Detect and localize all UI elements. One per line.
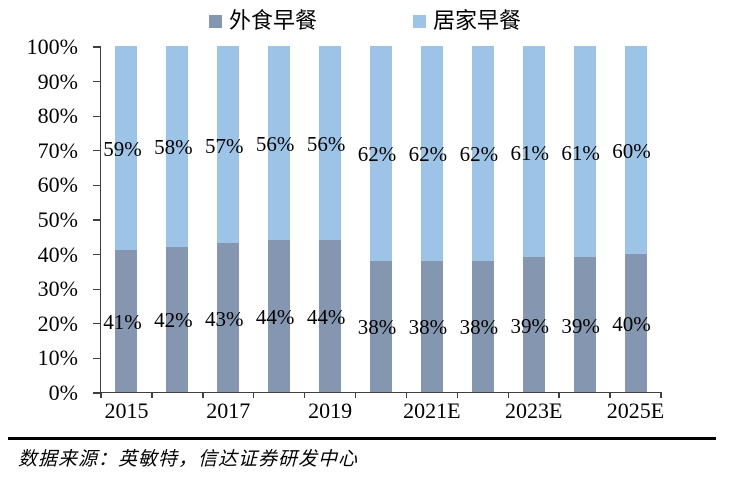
bar-data-label: 40% (612, 311, 651, 336)
bar-segment-out-of-home (115, 250, 138, 392)
bar-segment-at-home (471, 46, 494, 261)
y-axis-tick (93, 46, 101, 48)
y-axis-tick-label: 10% (37, 345, 78, 371)
x-axis-tick (354, 392, 357, 398)
y-axis-tick (93, 323, 101, 325)
bar-data-label: 62% (357, 142, 397, 167)
x-axis-tick-label: 2025E (606, 398, 665, 423)
data-source-note: 数据来源：英敏特，信达证券研发中心 (18, 449, 359, 470)
x-axis-tick (456, 392, 459, 398)
y-axis-tick-label: 100% (26, 34, 78, 59)
bar-segment-at-home (370, 46, 392, 261)
x-axis-tick (100, 392, 102, 398)
bar-data-label: 38% (408, 315, 448, 340)
y-axis-tick-label: 30% (37, 276, 78, 302)
y-axis-tick (93, 80, 101, 83)
legend: 外食早餐 居家早餐 (0, 8, 730, 34)
x-axis-tick-label: 2021E (403, 398, 461, 423)
x-axis-tick (660, 392, 662, 398)
bar-data-label: 61% (561, 140, 600, 165)
bar-segment-at-home (573, 46, 596, 258)
y-axis-tick-label: 80% (37, 103, 78, 129)
y-axis-tick (93, 357, 101, 360)
bar-data-label: 57% (205, 133, 244, 158)
bar-data-label: 43% (205, 306, 244, 331)
bar-segment-at-home (217, 46, 240, 244)
bar-data-label: 56% (306, 131, 346, 156)
x-axis-tick (202, 392, 204, 398)
x-axis-tick-label: 2017 (206, 398, 251, 423)
y-axis-tick-label: 40% (37, 241, 78, 267)
bar-data-label: 38% (357, 315, 397, 340)
bar-data-label: 59% (103, 137, 142, 162)
x-axis-tick (151, 392, 153, 398)
x-axis-tick (507, 392, 509, 398)
bar-data-label: 61% (510, 140, 549, 165)
bar-segment-at-home (624, 46, 647, 254)
bar-segment-at-home (319, 46, 342, 240)
x-axis-tick (609, 392, 611, 398)
bar-segment-out-of-home (573, 257, 596, 392)
legend-label-out-of-home: 外食早餐 (228, 8, 317, 33)
legend-item-at-home: 居家早餐 (413, 8, 521, 34)
bar-data-label: 39% (510, 313, 549, 338)
x-axis-tick (303, 392, 306, 398)
bar-segment-out-of-home (319, 239, 342, 392)
legend-item-out-of-home: 外食早餐 (208, 8, 317, 34)
bar-data-label: 56% (255, 131, 295, 156)
legend-label-at-home: 居家早餐 (433, 8, 522, 33)
bar-segment-at-home (420, 46, 443, 261)
x-axis-tick-label: 2019 (308, 398, 353, 423)
y-axis-tick (93, 392, 101, 394)
bar-segment-out-of-home (624, 253, 647, 392)
y-axis-tick (93, 184, 101, 187)
y-axis-tick (93, 288, 101, 290)
bar-segment-out-of-home (420, 260, 443, 392)
y-axis-tick (93, 219, 101, 221)
bar-segment-out-of-home (522, 257, 545, 392)
bar-segment-out-of-home (217, 243, 240, 392)
y-axis-tick-label: 90% (37, 68, 78, 94)
bar-data-label: 38% (459, 315, 499, 340)
x-axis-tick (253, 392, 255, 398)
bar-data-label: 62% (408, 142, 448, 167)
bar-data-label: 60% (612, 138, 651, 163)
y-axis-tick-label: 50% (37, 207, 78, 232)
bar-segment-at-home (522, 46, 545, 258)
y-axis-tick (93, 150, 101, 152)
y-axis-tick (93, 115, 101, 117)
bar-segment-at-home (115, 46, 138, 251)
bar-data-label: 41% (103, 310, 142, 335)
bar-data-label: 58% (154, 135, 193, 160)
bar-data-label: 39% (561, 313, 600, 338)
bar-data-label: 62% (459, 142, 499, 167)
bar-data-label: 44% (306, 304, 346, 329)
bar-segment-out-of-home (471, 260, 494, 392)
y-axis-tick-label: 0% (48, 380, 78, 405)
y-axis-tick-label: 20% (37, 310, 78, 336)
y-axis-tick (93, 253, 101, 256)
x-axis-tick-label: 2015 (104, 398, 149, 423)
footer-divider (8, 437, 716, 440)
bar-data-label: 44% (255, 304, 295, 329)
y-axis-tick-label: 60% (37, 172, 78, 198)
legend-marker-at-home-icon (413, 14, 426, 28)
x-axis-tick (405, 392, 408, 398)
legend-marker-out-of-home-icon (208, 14, 222, 28)
y-axis-tick-label: 70% (37, 137, 78, 163)
bar-segment-out-of-home (166, 246, 189, 392)
bar-segment-out-of-home (370, 260, 392, 392)
bar-segment-at-home (166, 46, 189, 247)
bar-data-label: 42% (154, 308, 193, 333)
x-axis-tick (558, 392, 560, 398)
x-axis-tick-label: 2023E (504, 398, 563, 423)
plot-area: 0% 10% 20% 30% 40% 50% 60% 70% 80% 90% 100% 2015 201… (27, 36, 665, 424)
bar-segment-at-home (268, 46, 291, 240)
bar-segment-out-of-home (268, 239, 291, 392)
